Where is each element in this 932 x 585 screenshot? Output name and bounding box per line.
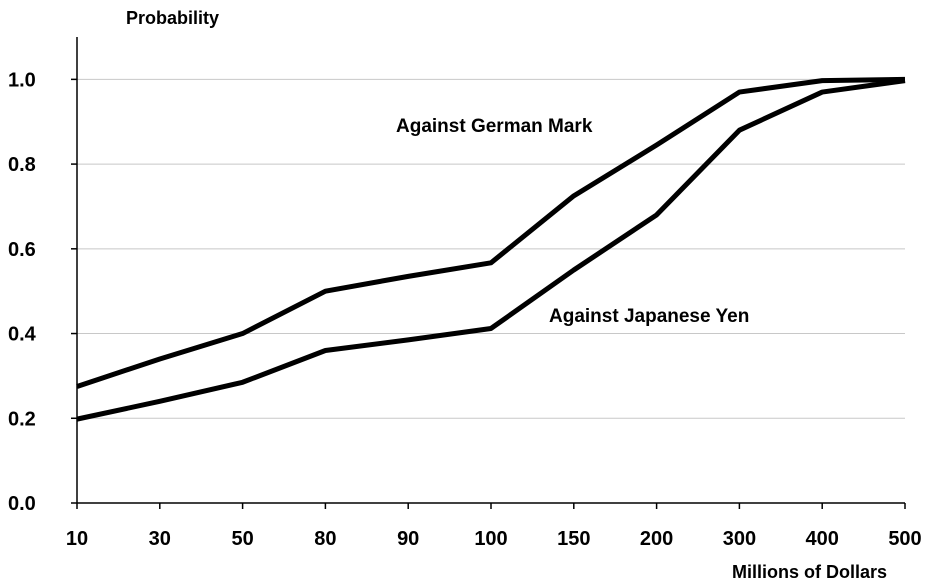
y-tick-label: 0.6: [8, 239, 36, 261]
axes: [71, 37, 906, 509]
x-tick-label: 300: [723, 528, 756, 550]
x-tick-label: 50: [231, 528, 253, 550]
series-line-0: [76, 76, 906, 389]
series-label-japanese-yen: Against Japanese Yen: [549, 306, 749, 327]
x-axis-title: Millions of Dollars: [732, 562, 887, 582]
x-tick-label: 500: [888, 528, 921, 550]
x-tick-label: 400: [806, 528, 839, 550]
x-tick-label: 100: [474, 528, 507, 550]
y-tick-label: 0.8: [8, 154, 36, 176]
gridlines: [77, 78, 905, 419]
series-line-1: [76, 78, 906, 422]
x-tick-labels: 10 30 50 80 90 100 150 200 300 400 500: [66, 528, 922, 550]
x-tick-label: 150: [557, 528, 590, 550]
y-axis-title: Probability: [126, 8, 219, 28]
y-tick-label: 1.0: [8, 69, 36, 91]
series-lines: [76, 76, 906, 422]
y-tick-label: 0.0: [8, 493, 36, 515]
x-tick-label: 80: [314, 528, 336, 550]
y-tick-label: 0.2: [8, 408, 36, 430]
series-label-german-mark: Against German Mark: [396, 116, 593, 137]
y-tick-labels: 0.0 0.2 0.4 0.6 0.8 1.0: [8, 69, 37, 515]
x-tick-label: 10: [66, 528, 88, 550]
x-tick-label: 90: [397, 528, 419, 550]
x-tick-label: 200: [640, 528, 673, 550]
y-tick-label: 0.4: [8, 324, 37, 346]
x-tick-label: 30: [149, 528, 171, 550]
